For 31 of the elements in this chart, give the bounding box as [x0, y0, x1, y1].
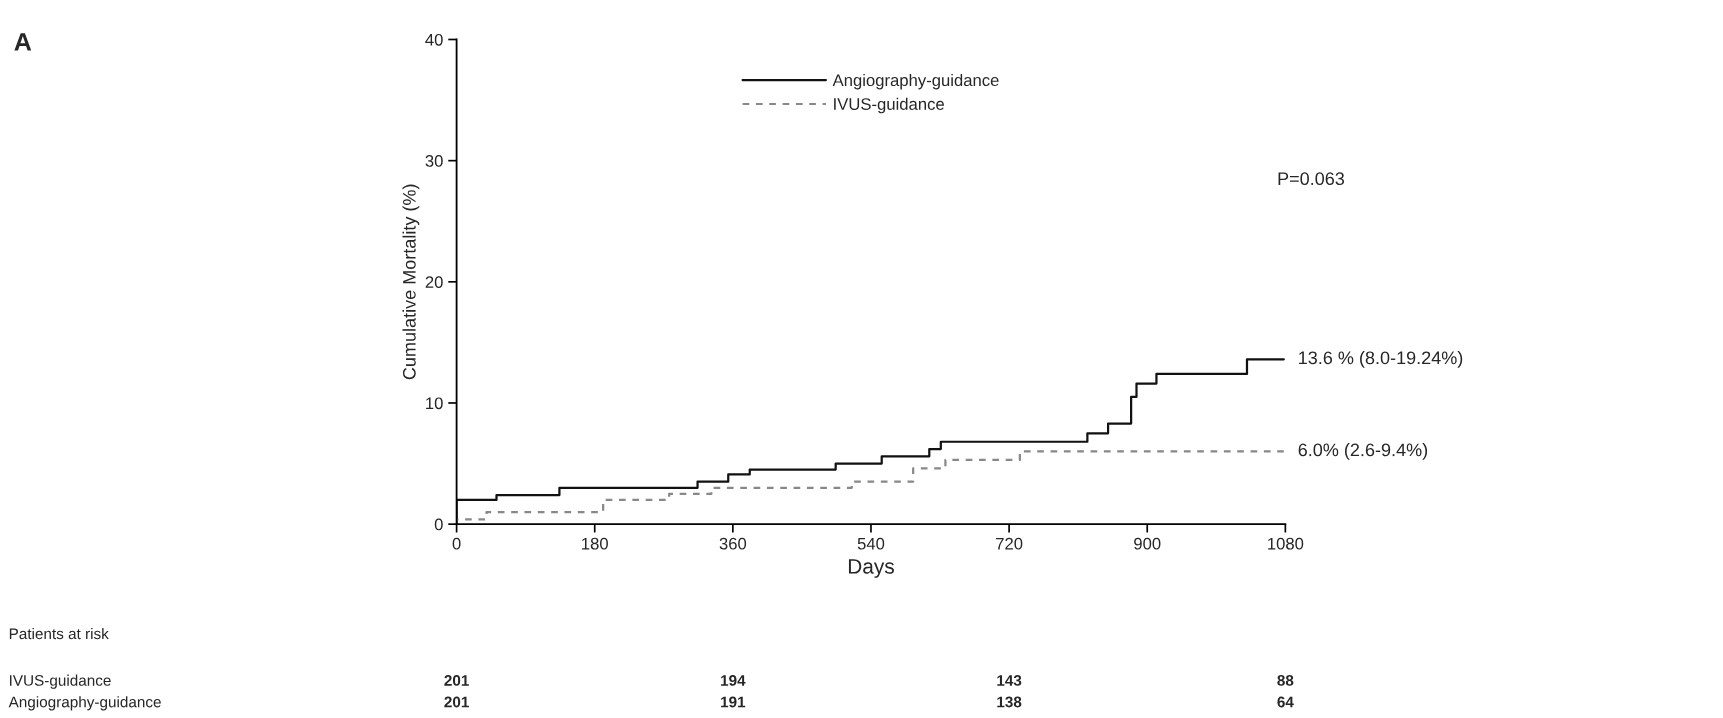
y-tick-label: 10 [426, 397, 443, 410]
x-tick-label: 720 [996, 537, 1023, 550]
text: A [14, 33, 32, 51]
text: 138 [997, 696, 1022, 708]
text: 194 [721, 675, 746, 686]
y-tick-label: 20 [425, 276, 443, 289]
x-axis-title: Days [848, 559, 894, 578]
x-tick-label: 900 [1134, 537, 1161, 550]
y-tick-label: 30 [425, 155, 443, 167]
annotation: 13.6 % (8.0-19.24%) [1299, 350, 1463, 368]
text: 201 [444, 675, 469, 686]
text: 143 [997, 675, 1022, 686]
annotation: 6.0% (2.6-9.4%) [1298, 443, 1428, 460]
legend-label: IVUS-guidance [834, 97, 944, 114]
text: 191 [721, 696, 746, 708]
x-tick-label: 180 [582, 537, 608, 550]
x-tick-label: 360 [719, 537, 747, 550]
text: 64 [1277, 696, 1294, 708]
legend-label: Angiography-guidance [832, 73, 999, 90]
y-tick-label: 40 [425, 33, 443, 46]
x-tick-label: 0 [452, 537, 461, 550]
x-tick-label: 540 [857, 537, 885, 550]
annotation: P=0.063 [1278, 172, 1345, 186]
y-axis-title: Cumulative Mortality (%) [402, 184, 420, 380]
text: Angiography-guidance [8, 696, 161, 711]
text: Patients at risk [9, 627, 109, 640]
x-tick-label: 1080 [1268, 537, 1304, 550]
text: IVUS-guidance [10, 674, 111, 689]
text: 201 [444, 696, 469, 708]
y-tick-label: 0 [434, 518, 443, 531]
text: 88 [1277, 675, 1294, 686]
